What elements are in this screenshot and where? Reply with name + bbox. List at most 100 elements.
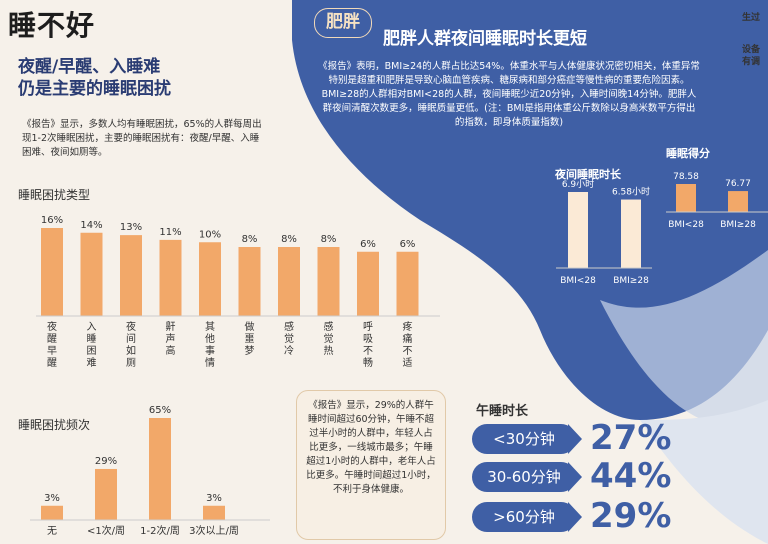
- nap-value: 29%: [590, 496, 672, 536]
- category-label-char: 畅: [363, 356, 373, 369]
- category-label-char: 噩: [245, 333, 255, 345]
- bar: [159, 239, 182, 316]
- bar: [95, 468, 117, 520]
- category-label: BMI≥28: [613, 276, 649, 286]
- bar-value-label: 8%: [321, 234, 337, 245]
- bar: [357, 251, 379, 316]
- sleep-score-chart-title: 睡眠得分: [666, 147, 710, 160]
- edge-text-3: 有调: [742, 57, 761, 67]
- intro-text: 《报告》显示，多数人均有睡眠困扰，65%的人群每周出现1-2次睡眠困扰，主要的睡…: [22, 119, 262, 158]
- category-label-char: 夜: [126, 320, 136, 333]
- category-label: 1-2次/周: [140, 524, 180, 537]
- bar-value-label: 8%: [281, 234, 297, 245]
- category-label: BMI<28: [668, 220, 704, 230]
- category-label-char: 适: [403, 357, 413, 369]
- category-label-char: 他: [205, 332, 215, 345]
- bar: [396, 251, 419, 316]
- arrow-icon: [568, 462, 582, 492]
- bar: [120, 235, 142, 316]
- category-label-char: 觉: [324, 333, 334, 345]
- trouble-frequency-chart-title: 睡眠困扰频次: [18, 418, 91, 432]
- obesity-badge: 肥胖: [314, 8, 372, 38]
- bar-value-label: 13%: [120, 222, 142, 233]
- category-label-char: 情: [205, 356, 215, 369]
- bar: [238, 247, 261, 316]
- category-label-char: 高: [166, 344, 176, 357]
- bar-value-label: 11%: [159, 227, 181, 238]
- category-label-char: 事: [205, 344, 215, 357]
- arrow-icon: [568, 424, 582, 454]
- bar-value-label: 6%: [400, 239, 416, 250]
- category-label-char: 声: [166, 332, 176, 345]
- bar-value-label: 10%: [199, 229, 221, 240]
- category-label-char: 醒: [47, 333, 57, 345]
- category-label-char: 其: [205, 321, 215, 333]
- bar: [149, 418, 171, 520]
- category-label: 3次以上/周: [189, 524, 239, 537]
- category-label-char: 困: [87, 345, 97, 357]
- category-label-char: 难: [87, 357, 97, 369]
- subtitle-line-2: 仍是主要的睡眠困扰: [18, 79, 171, 99]
- category-label-char: 痛: [403, 332, 413, 345]
- category-label-char: 吸: [363, 334, 373, 345]
- category-label-char: 热: [324, 344, 334, 357]
- bar-value-label: 29%: [95, 456, 117, 467]
- bar-value-label: 16%: [41, 215, 63, 226]
- bar: [41, 505, 63, 520]
- bar: [278, 247, 300, 316]
- category-label-char: 觉: [284, 333, 294, 345]
- bar-value-label: 65%: [149, 405, 171, 416]
- nap-row-under-30: <30分钟 27%: [472, 418, 768, 458]
- bar: [728, 191, 748, 212]
- category-label-char: 早: [47, 345, 57, 357]
- category-label-char: 冷: [284, 344, 294, 357]
- nap-value: 27%: [590, 418, 672, 458]
- bar-value-label: 14%: [80, 220, 102, 231]
- bar-value-label: 6.9小时: [562, 178, 594, 190]
- bar-value-label: 3%: [206, 493, 222, 504]
- bar: [203, 505, 225, 520]
- edge-text-2: 设备: [742, 45, 761, 55]
- page-title: 睡不好: [8, 9, 96, 42]
- night-sleep-chart-title: 夜间睡眠时长: [555, 168, 621, 181]
- bar: [676, 184, 696, 212]
- category-label-char: 感: [284, 320, 294, 333]
- arrow-icon: [568, 502, 582, 532]
- subtitle-line-1: 夜醒/早醒、入睡难: [18, 57, 161, 77]
- bar: [568, 192, 588, 268]
- nap-title: 午睡时长: [476, 404, 529, 419]
- nap-label: >60分钟: [472, 502, 576, 532]
- nap-row-over-60: >60分钟 29%: [472, 496, 768, 536]
- bar: [621, 199, 641, 268]
- category-label-char: 睡: [87, 332, 97, 345]
- bar-value-label: 8%: [242, 234, 258, 245]
- category-label-char: 感: [324, 320, 334, 333]
- bar-value-label: 6%: [360, 239, 376, 250]
- category-label-char: 厕: [126, 357, 136, 369]
- category-label-char: 疼: [403, 320, 413, 333]
- category-label-char: 鼾: [166, 320, 176, 333]
- category-label-char: 呼: [363, 321, 373, 333]
- bar-value-label: 3%: [44, 493, 60, 504]
- bar: [317, 247, 340, 316]
- bar: [41, 228, 63, 316]
- bar-value-label: 78.58: [673, 172, 699, 182]
- nap-label: <30分钟: [472, 424, 576, 454]
- obesity-text: 《报告》表明，BMI≥24的人群占比达54%。体重水平与人体健康状况密切相关，体…: [318, 61, 700, 128]
- obesity-title: 肥胖人群夜间睡眠时长更短: [383, 29, 587, 49]
- nap-value: 44%: [590, 456, 672, 496]
- nap-row-30-60: 30-60分钟 44%: [472, 456, 768, 496]
- category-label-char: 夜: [47, 320, 57, 333]
- trouble-type-chart-title: 睡眠困扰类型: [18, 188, 91, 202]
- category-label-char: 如: [126, 344, 136, 357]
- category-label: BMI<28: [560, 276, 596, 286]
- category-label-char: 醒: [47, 357, 57, 369]
- category-label: <1次/周: [87, 524, 125, 537]
- category-label: 无: [47, 526, 57, 537]
- bar: [80, 232, 103, 316]
- category-label-char: 不: [403, 346, 413, 357]
- bar-value-label: 6.58小时: [612, 186, 650, 198]
- nap-label: 30-60分钟: [472, 462, 576, 492]
- category-label-char: 不: [363, 346, 373, 357]
